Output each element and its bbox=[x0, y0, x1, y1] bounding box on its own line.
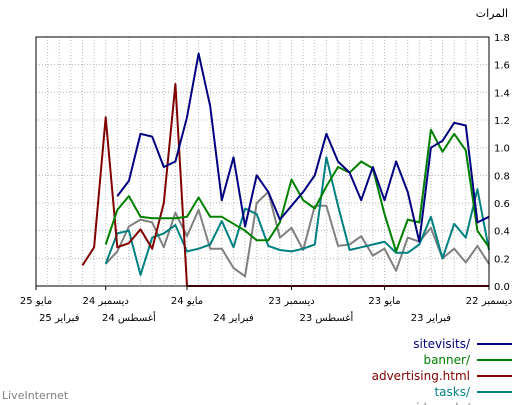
series-line-advertising-html bbox=[81, 83, 489, 287]
legend-label: banner/ bbox=[423, 353, 470, 367]
x-tick-label: فبراير 25 bbox=[39, 313, 80, 324]
y-tick-label: 0.2 bbox=[494, 254, 510, 265]
x-tick-label: أغسطس 23 bbox=[299, 311, 353, 324]
y-tick-label: 1.6 bbox=[494, 61, 510, 72]
y-tick-label: 0.0 bbox=[494, 282, 510, 293]
y-tick-label: 0.8 bbox=[494, 171, 510, 182]
x-tick-label: فبراير 24 bbox=[213, 313, 254, 324]
series-line-sitevisits bbox=[116, 52, 490, 243]
x-tick-label: مايو 25 bbox=[20, 296, 52, 307]
series-line-banner bbox=[104, 128, 490, 253]
x-tick-label: مايو 24 bbox=[171, 296, 203, 307]
x-tick-label: ديسمبر 24 bbox=[82, 296, 128, 307]
x-tick-label: ديسمبر 23 bbox=[268, 296, 314, 307]
legend: sitevisits/banner/advertising.html tasks/… bbox=[372, 337, 512, 405]
y-tick-label: 1.4 bbox=[494, 88, 510, 99]
plot-frame bbox=[35, 36, 490, 287]
y-tick-label: 1.0 bbox=[494, 144, 510, 155]
x-tick-label: مايو 23 bbox=[368, 296, 400, 307]
y-tick-label: 1.8 bbox=[494, 33, 510, 44]
series-line-tasks bbox=[104, 156, 490, 276]
legend-label: videosale/ bbox=[409, 401, 471, 405]
y-axis-ticks: 0.0 0.2 0.4 0.6 0.8 1.0 1.2 1.4 1.6 1.8 bbox=[494, 33, 510, 293]
grid bbox=[36, 37, 489, 286]
y-tick-label: 0.4 bbox=[494, 227, 510, 238]
x-tick-label: ديسمبر 22 bbox=[466, 296, 512, 307]
y-tick-label: 0.6 bbox=[494, 199, 510, 210]
series-lines bbox=[81, 52, 490, 287]
legend-label: tasks/ bbox=[434, 385, 471, 399]
legend-label: sitevisits/ bbox=[413, 337, 471, 351]
y-tick-label: 1.2 bbox=[494, 116, 510, 127]
chart-title: المرات bbox=[476, 7, 508, 20]
brand-label: LiveInternet bbox=[2, 389, 69, 402]
x-axis-ticks: ديسمبر 22 مايو 23 ديسمبر 23 مايو 24 ديسمبر 2… bbox=[20, 286, 512, 324]
legend-label: advertising.html bbox=[372, 369, 470, 383]
x-tick-label: أغسطس 24 bbox=[102, 311, 156, 324]
x-tick-label: فبراير 23 bbox=[411, 313, 452, 324]
